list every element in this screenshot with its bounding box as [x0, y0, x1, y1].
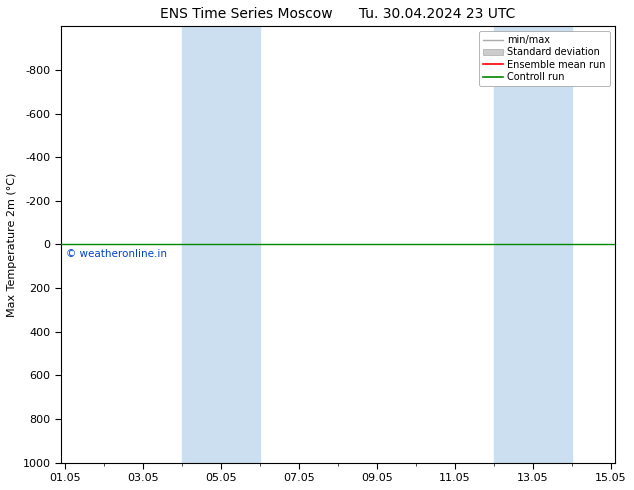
Y-axis label: Max Temperature 2m (°C): Max Temperature 2m (°C)	[7, 172, 17, 317]
Text: © weatheronline.in: © weatheronline.in	[67, 249, 167, 259]
Title: ENS Time Series Moscow      Tu. 30.04.2024 23 UTC: ENS Time Series Moscow Tu. 30.04.2024 23…	[160, 7, 515, 21]
Bar	[182, 26, 260, 463]
Legend: min/max, Standard deviation, Ensemble mean run, Controll run: min/max, Standard deviation, Ensemble me…	[479, 31, 610, 86]
Bar	[494, 26, 572, 463]
